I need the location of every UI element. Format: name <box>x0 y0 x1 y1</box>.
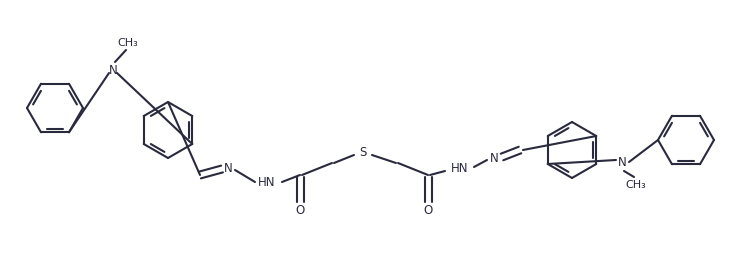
Text: O: O <box>295 203 304 216</box>
Text: CH₃: CH₃ <box>626 180 646 190</box>
Text: CH₃: CH₃ <box>118 38 138 48</box>
Text: HN: HN <box>451 162 468 174</box>
Text: N: N <box>489 151 498 165</box>
Text: S: S <box>360 147 367 160</box>
Text: N: N <box>618 156 627 169</box>
Text: N: N <box>109 64 117 76</box>
Text: O: O <box>424 203 433 216</box>
Text: HN: HN <box>258 177 276 189</box>
Text: N: N <box>224 162 232 174</box>
